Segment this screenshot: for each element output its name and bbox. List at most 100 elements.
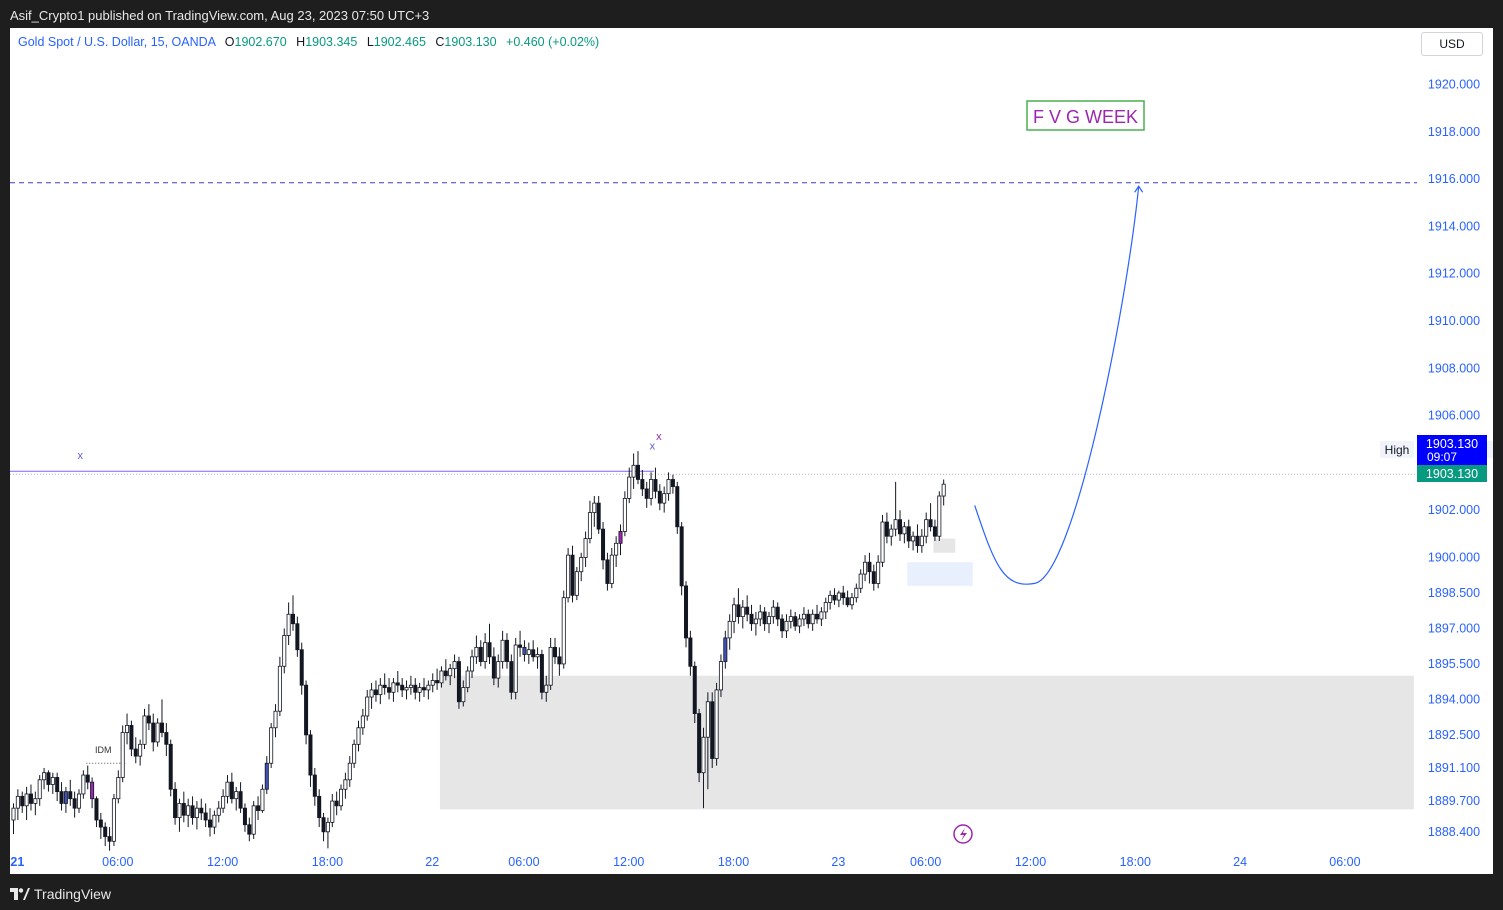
candle[interactable]: [928, 503, 933, 532]
candle[interactable]: [208, 808, 213, 837]
candle[interactable]: [269, 723, 274, 768]
candle[interactable]: [42, 767, 47, 790]
candle[interactable]: [282, 628, 287, 674]
candle[interactable]: [941, 479, 946, 506]
candle[interactable]: [561, 590, 566, 669]
candle[interactable]: [142, 708, 147, 750]
candle[interactable]: [666, 472, 671, 501]
candle[interactable]: [522, 640, 527, 662]
candle[interactable]: [470, 649, 475, 679]
candle[interactable]: [627, 467, 632, 504]
candle[interactable]: [456, 656, 461, 709]
candle[interactable]: [234, 786, 239, 811]
candle[interactable]: [679, 522, 684, 596]
candle[interactable]: [753, 611, 758, 636]
candle[interactable]: [849, 592, 854, 610]
candle[interactable]: [365, 689, 370, 721]
symbol-name[interactable]: Gold Spot / U.S. Dollar, 15, OANDA: [18, 35, 216, 49]
candle[interactable]: [421, 678, 426, 698]
candle[interactable]: [129, 720, 134, 757]
candle[interactable]: [880, 514, 885, 567]
candle[interactable]: [107, 827, 112, 851]
candle[interactable]: [631, 453, 636, 489]
candle[interactable]: [762, 607, 767, 631]
candle[interactable]: [264, 756, 269, 794]
candle[interactable]: [478, 640, 483, 667]
candle[interactable]: [352, 739, 357, 768]
candle[interactable]: [496, 654, 501, 688]
candle[interactable]: [151, 713, 156, 752]
candle[interactable]: [452, 654, 457, 679]
candle[interactable]: [605, 552, 610, 591]
candle[interactable]: [932, 519, 937, 541]
candle[interactable]: [111, 793, 116, 846]
candle[interactable]: [242, 803, 247, 832]
candle[interactable]: [845, 590, 850, 608]
candle[interactable]: [745, 595, 750, 622]
candle[interactable]: [312, 767, 317, 806]
candle[interactable]: [714, 682, 719, 766]
candle[interactable]: [443, 659, 448, 681]
candle[interactable]: [133, 737, 138, 764]
candle[interactable]: [509, 654, 514, 700]
candle[interactable]: [788, 609, 793, 629]
candle[interactable]: [854, 583, 859, 603]
candle[interactable]: [649, 472, 654, 506]
candle[interactable]: [684, 581, 689, 648]
candle[interactable]: [33, 791, 38, 816]
candle[interactable]: [417, 682, 422, 702]
candle[interactable]: [295, 616, 300, 657]
candle[interactable]: [343, 772, 348, 799]
candle[interactable]: [373, 680, 378, 702]
fvg-week-box[interactable]: [1026, 100, 1145, 131]
candle[interactable]: [548, 637, 553, 690]
candle[interactable]: [378, 678, 383, 705]
candle[interactable]: [290, 595, 295, 631]
fvg-zone[interactable]: [907, 562, 973, 586]
candle[interactable]: [251, 801, 256, 839]
currency-button[interactable]: USD: [1421, 32, 1483, 56]
candle[interactable]: [601, 522, 606, 570]
candle[interactable]: [819, 607, 824, 627]
candle[interactable]: [11, 803, 16, 835]
candle[interactable]: [793, 611, 798, 631]
candle[interactable]: [155, 718, 160, 747]
candle[interactable]: [256, 796, 261, 820]
candle[interactable]: [347, 756, 352, 787]
candle[interactable]: [518, 630, 523, 657]
candle[interactable]: [644, 481, 649, 508]
candle[interactable]: [72, 791, 77, 818]
candle[interactable]: [491, 647, 496, 686]
candle[interactable]: [273, 704, 278, 738]
candle[interactable]: [823, 597, 828, 619]
candle[interactable]: [413, 678, 418, 700]
candle[interactable]: [435, 668, 440, 690]
candle[interactable]: [784, 614, 789, 638]
candle[interactable]: [28, 784, 33, 811]
candle[interactable]: [177, 798, 182, 832]
candle[interactable]: [186, 798, 191, 828]
candle[interactable]: [461, 680, 466, 707]
candle[interactable]: [609, 548, 614, 589]
chart-panel[interactable]: IDM x x x F V G WEEK 1920.000 1918.000 1916.000…: [10, 28, 1493, 874]
candle[interactable]: [356, 720, 361, 752]
candle[interactable]: [871, 564, 876, 591]
candle[interactable]: [867, 552, 872, 584]
candle[interactable]: [544, 675, 549, 702]
demand-zone[interactable]: [439, 675, 1414, 810]
candle[interactable]: [697, 708, 702, 783]
candle[interactable]: [20, 791, 25, 813]
candle[interactable]: [334, 791, 339, 816]
candle[interactable]: [116, 770, 121, 804]
candle[interactable]: [55, 772, 60, 802]
candle[interactable]: [766, 611, 771, 634]
candle[interactable]: [815, 604, 820, 624]
candle[interactable]: [391, 678, 396, 702]
candle[interactable]: [164, 723, 169, 757]
candle[interactable]: [439, 666, 444, 688]
candle[interactable]: [863, 555, 868, 582]
candle[interactable]: [37, 775, 42, 806]
candle[interactable]: [330, 793, 335, 828]
candle[interactable]: [286, 602, 291, 645]
candle[interactable]: [103, 822, 108, 846]
